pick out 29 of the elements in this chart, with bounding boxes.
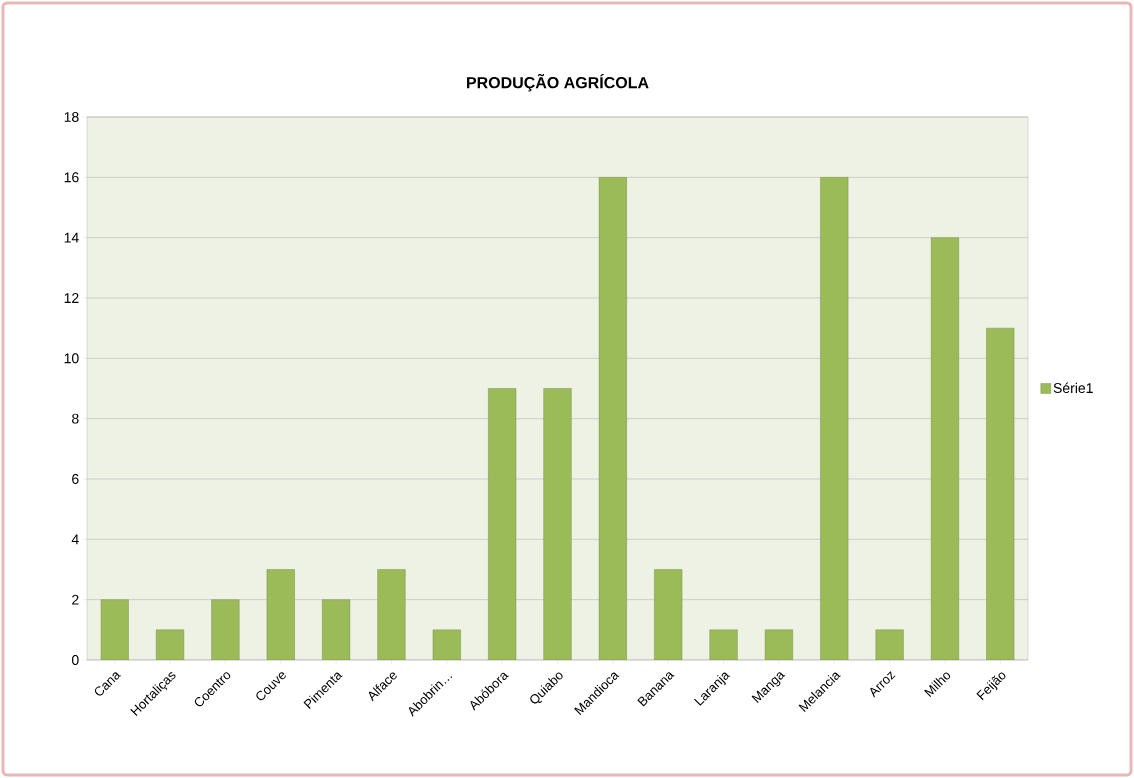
- y-tick-label: 12: [64, 293, 79, 303]
- bar: [709, 629, 738, 660]
- bar: [156, 629, 185, 660]
- y-tick-label: 2: [72, 594, 79, 605]
- chart-title: PRODUÇÃO AGRÍCOLA: [467, 73, 649, 92]
- bar: [377, 569, 406, 660]
- y-tick-label: 16: [64, 172, 79, 183]
- legend-label: Série1: [1053, 382, 1093, 394]
- y-tick-label: 18: [64, 112, 79, 122]
- y-tick-label: 10: [64, 353, 79, 364]
- bar: [764, 629, 793, 660]
- bar: [543, 388, 572, 660]
- bar: [598, 177, 627, 660]
- bar: [488, 388, 517, 660]
- y-tick-label: 4: [71, 534, 79, 545]
- bar: [322, 599, 351, 660]
- bar: [875, 629, 904, 660]
- y-tick-label: 8: [72, 413, 79, 424]
- bar: [930, 237, 960, 660]
- bar: [211, 599, 240, 660]
- bar: [654, 569, 683, 660]
- y-tick-label: 6: [72, 474, 79, 484]
- y-tick-label: 0: [71, 655, 79, 665]
- bar: [100, 599, 129, 660]
- y-tick-label: 14: [64, 232, 79, 243]
- bar: [266, 569, 295, 660]
- bar: [432, 629, 461, 660]
- bar: [820, 177, 849, 660]
- bar: [986, 327, 1015, 660]
